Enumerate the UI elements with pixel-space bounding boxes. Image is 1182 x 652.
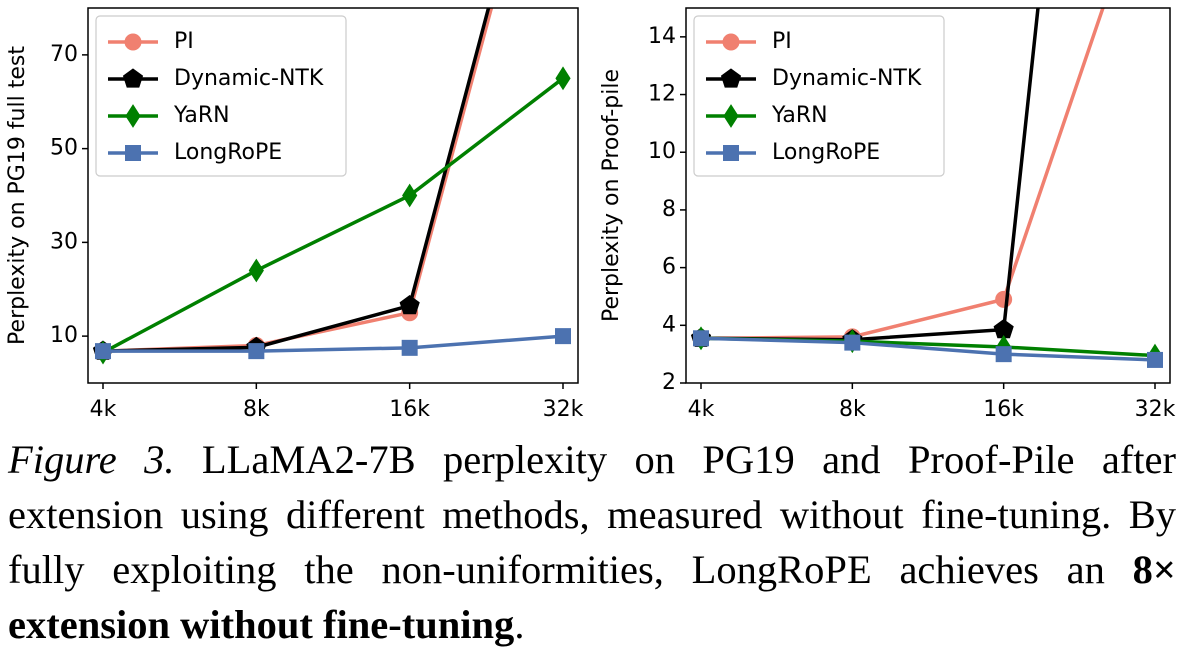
marker bbox=[95, 343, 111, 360]
legend-label: YaRN bbox=[173, 103, 230, 128]
caption-end: . bbox=[514, 602, 525, 647]
marker bbox=[693, 330, 709, 347]
series-line bbox=[700, 336, 1156, 362]
marker bbox=[399, 295, 420, 315]
x-tick-label: 16k bbox=[983, 397, 1024, 420]
marker bbox=[995, 290, 1013, 308]
y-tick-label: 30 bbox=[50, 229, 78, 254]
marker bbox=[722, 33, 740, 51]
x-tick-label: 4k bbox=[688, 397, 715, 420]
legend-label: YaRN bbox=[771, 103, 828, 128]
x-tick-label: 32k bbox=[543, 397, 584, 420]
y-tick-label: 10 bbox=[50, 323, 78, 348]
y-tick-label: 2 bbox=[662, 370, 676, 395]
marker bbox=[248, 343, 265, 360]
marker bbox=[124, 33, 142, 51]
legend-label: LongRoPE bbox=[772, 140, 880, 165]
legend bbox=[95, 15, 347, 177]
x-tick-label: 16k bbox=[389, 397, 430, 420]
legend-label: Dynamic-NTK bbox=[772, 66, 922, 91]
legend bbox=[693, 15, 945, 177]
plot-area bbox=[690, 8, 1163, 368]
y-axis-label: Perplexity on PG19 full test bbox=[5, 46, 30, 345]
y-axis-label: Perplexity on Proof-pile bbox=[599, 69, 624, 322]
caption: Figure 3. LLaMA2-7B perplexity on PG19 a… bbox=[8, 432, 1176, 652]
marker bbox=[401, 339, 418, 356]
axes-frame bbox=[685, 7, 1171, 384]
marker bbox=[844, 334, 861, 351]
marker bbox=[555, 66, 571, 91]
caption-text: LLaMA2-7B perplexity on PG19 and Proof-P… bbox=[8, 437, 1176, 592]
y-tick-label: 12 bbox=[648, 82, 676, 107]
series-line bbox=[102, 8, 491, 353]
y-tick-label: 14 bbox=[648, 24, 676, 49]
legend-label: LongRoPE bbox=[174, 140, 282, 165]
marker bbox=[125, 145, 141, 161]
y-tick-label: 10 bbox=[648, 139, 676, 164]
marker bbox=[402, 183, 418, 208]
marker bbox=[995, 346, 1012, 363]
x-tick-label: 4k bbox=[90, 397, 117, 420]
legend-label: PI bbox=[772, 29, 792, 54]
marker bbox=[555, 328, 571, 345]
y-tick-label: 4 bbox=[662, 312, 676, 337]
caption-label: Figure 3. bbox=[8, 437, 175, 482]
caption-bold: 8× extension without fine-tuning bbox=[8, 547, 1176, 647]
plot-area bbox=[92, 8, 571, 365]
marker bbox=[125, 104, 141, 128]
marker bbox=[720, 68, 742, 88]
x-tick-label: 8k bbox=[839, 397, 866, 420]
x-tick-label: 32k bbox=[1135, 397, 1176, 420]
marker bbox=[723, 104, 739, 128]
legend-label: Dynamic-NTK bbox=[174, 66, 324, 91]
legend-label: PI bbox=[174, 29, 194, 54]
series-line bbox=[102, 76, 565, 355]
axes-frame bbox=[87, 7, 579, 384]
y-tick-label: 6 bbox=[662, 255, 676, 280]
charts: 10 30 50 70 4k 8k 16k 32k Perplexity on PG19 ful… bbox=[5, 7, 1176, 420]
y-tick-label: 70 bbox=[50, 42, 78, 67]
marker bbox=[1147, 351, 1163, 368]
series-line bbox=[103, 334, 564, 353]
y-tick-label: 8 bbox=[662, 197, 676, 222]
marker bbox=[248, 258, 264, 283]
x-tick-label: 8k bbox=[243, 397, 270, 420]
marker bbox=[122, 68, 144, 88]
marker bbox=[723, 145, 739, 161]
y-tick-label: 50 bbox=[50, 136, 78, 161]
